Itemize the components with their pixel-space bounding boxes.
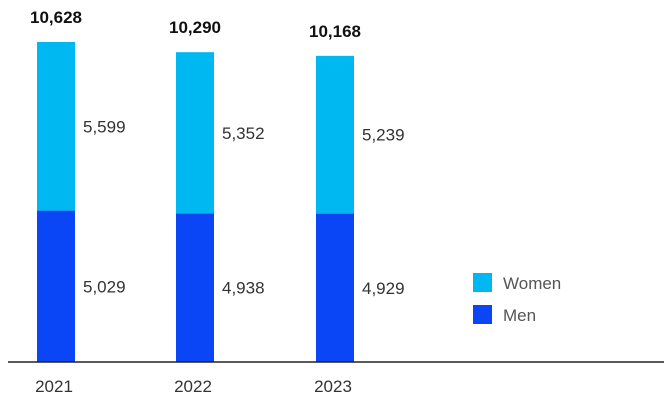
bar-men-2021: [37, 210, 75, 362]
x-tick-2021: 2021: [35, 377, 73, 396]
x-tick-labels-group: 2021 2022 2023: [35, 377, 352, 396]
data-label-men-2022: 4,938: [222, 279, 265, 298]
bar-women-2023: [316, 55, 354, 214]
bars-group: [37, 42, 354, 362]
bar-men-2022: [176, 213, 214, 362]
total-label-2023: 10,168: [309, 22, 361, 41]
bar-men-2023: [316, 213, 354, 362]
legend-swatch-women: [473, 273, 492, 292]
total-label-2021: 10,628: [30, 8, 82, 27]
legend: Women Men: [473, 273, 561, 325]
x-tick-2023: 2023: [314, 377, 352, 396]
segment-labels-group: 5,029 5,599 4,938 5,352 4,929 5,239: [83, 117, 405, 298]
data-label-women-2021: 5,599: [83, 117, 126, 136]
total-labels-group: 10,628 10,290 10,168: [30, 8, 361, 41]
total-label-2022: 10,290: [169, 18, 221, 37]
data-label-men-2023: 4,929: [362, 279, 405, 298]
x-tick-2022: 2022: [174, 377, 212, 396]
legend-label-women: Women: [503, 274, 561, 293]
legend-label-men: Men: [503, 306, 536, 325]
data-label-men-2021: 5,029: [83, 277, 126, 296]
legend-swatch-men: [473, 305, 492, 324]
bar-women-2021: [37, 42, 75, 211]
data-label-women-2022: 5,352: [222, 124, 265, 143]
data-label-women-2023: 5,239: [362, 126, 405, 145]
bar-women-2022: [176, 52, 214, 214]
